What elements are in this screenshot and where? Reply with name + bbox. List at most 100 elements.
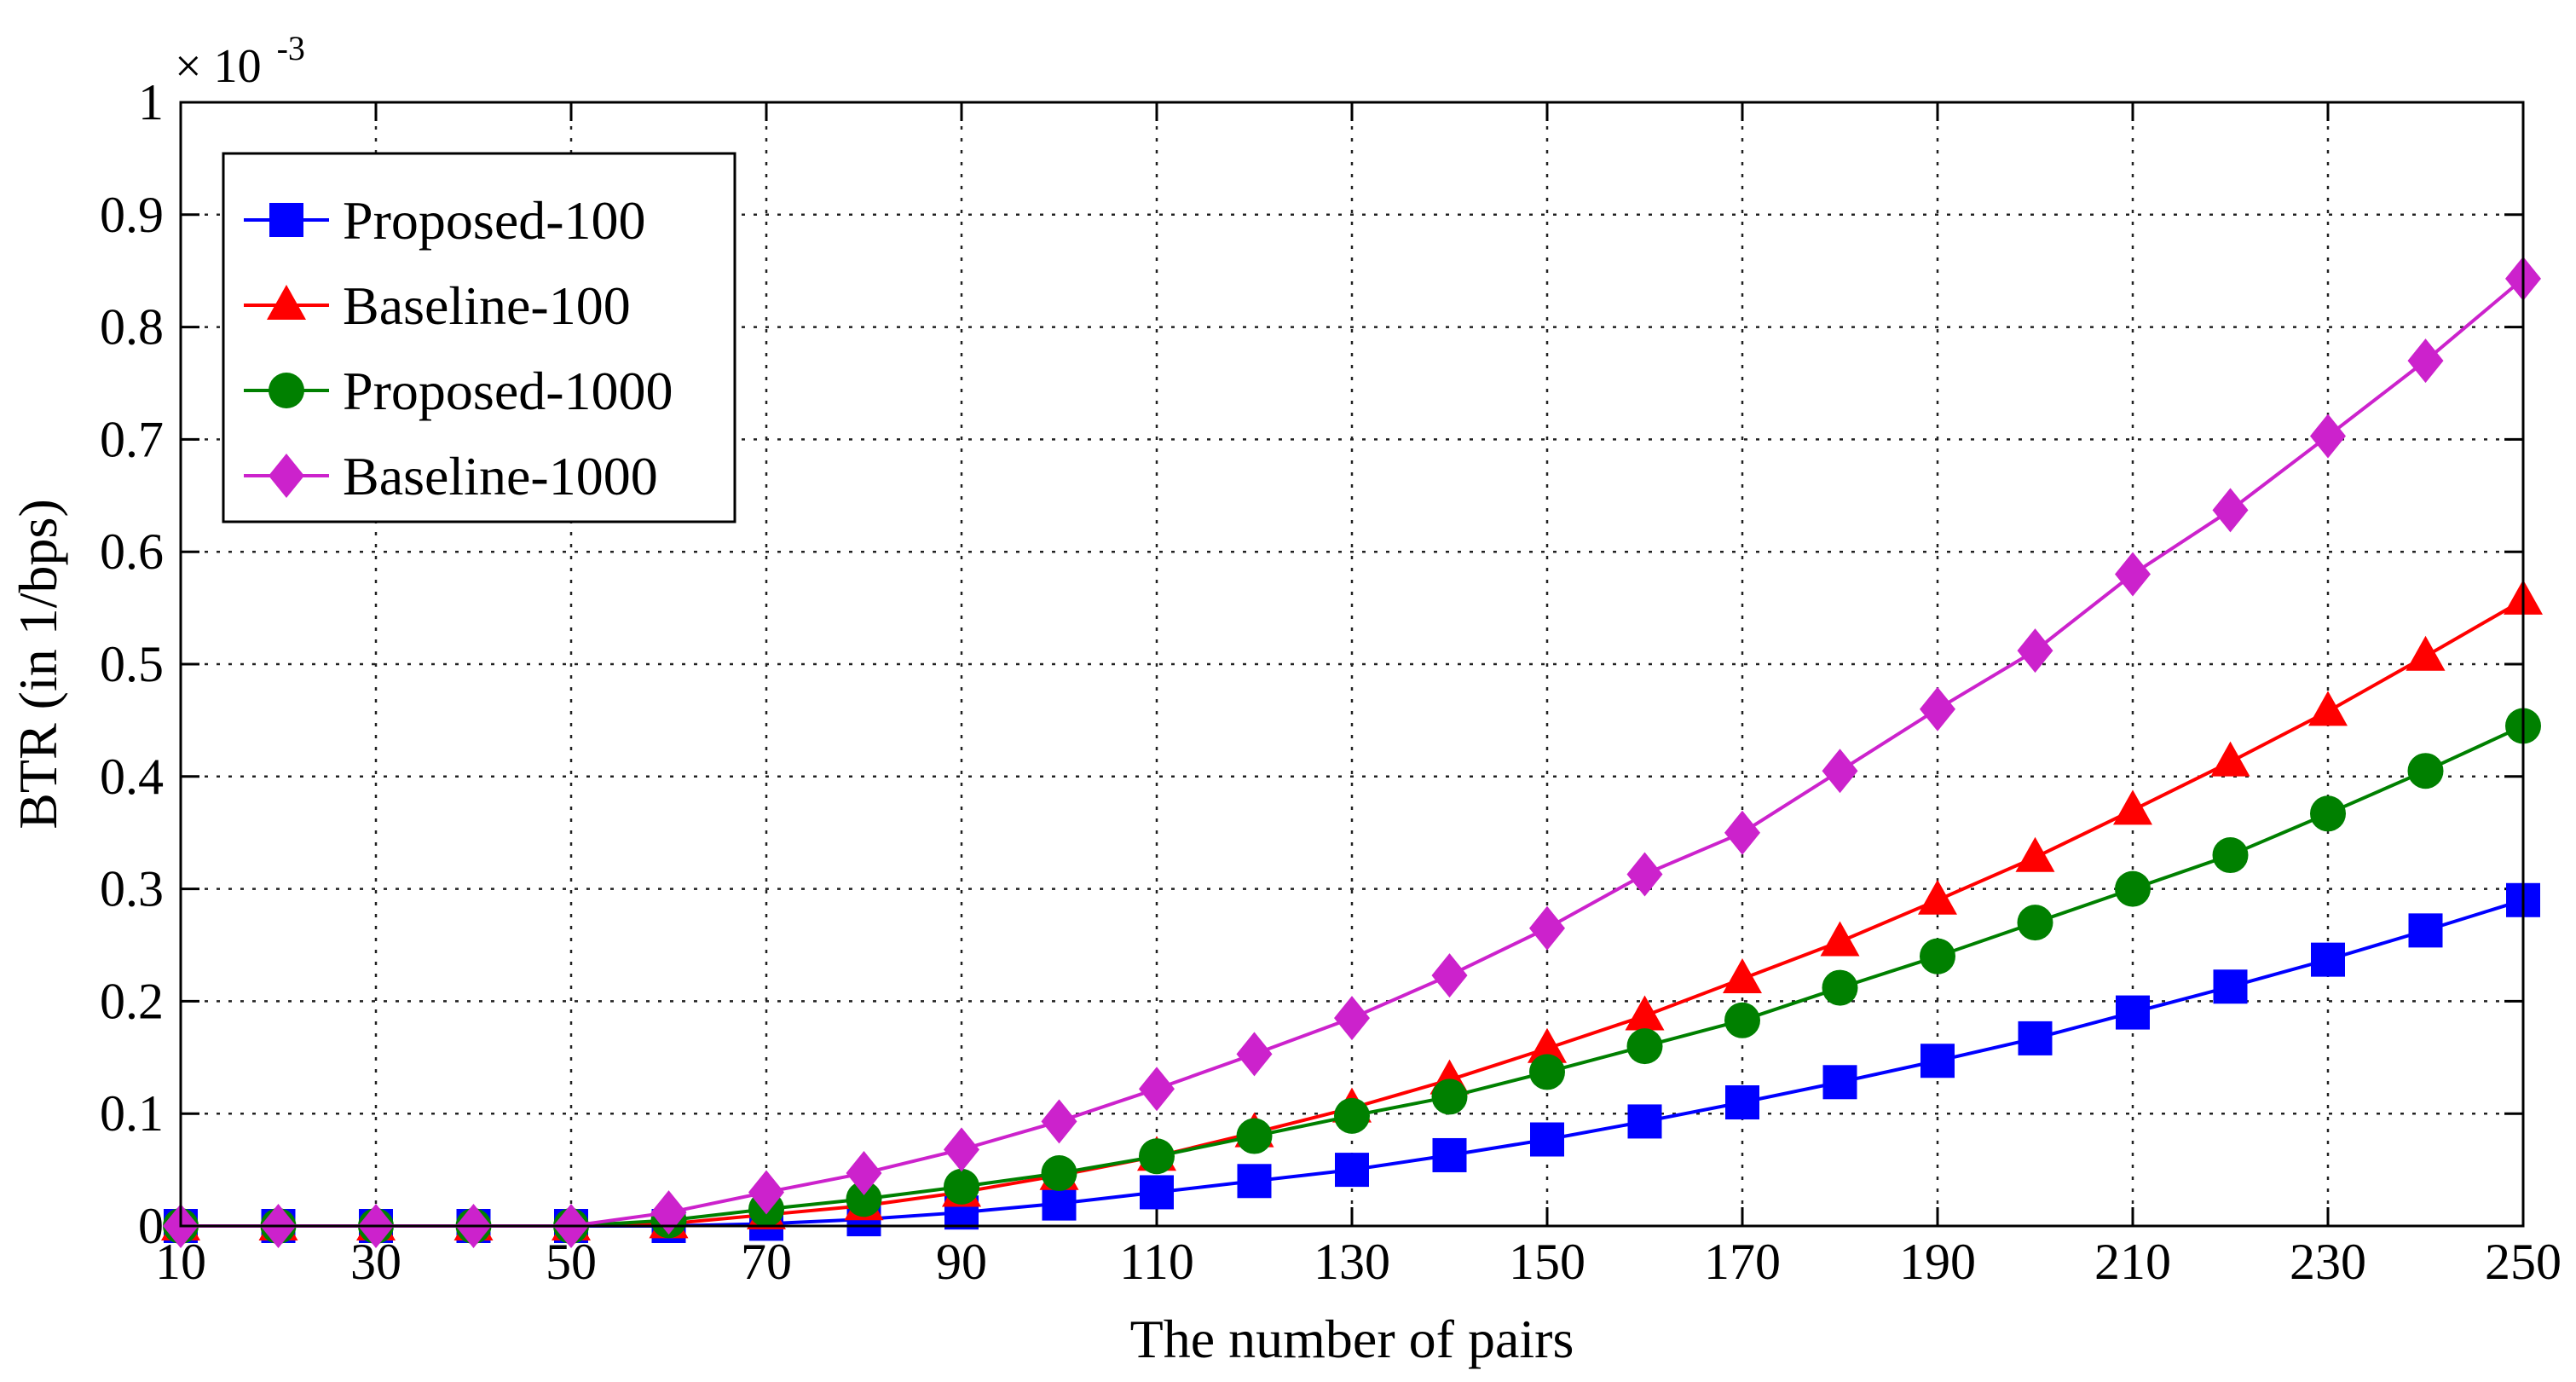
- x-tick-label: 50: [546, 1234, 597, 1290]
- data-point: [1530, 1122, 1564, 1157]
- legend-label: Proposed-1000: [343, 361, 673, 421]
- data-point: [1335, 1153, 1369, 1188]
- data-point: [1139, 1138, 1175, 1175]
- data-point: [1236, 1032, 1273, 1077]
- data-point: [748, 1170, 784, 1215]
- data-point: [2115, 870, 2151, 907]
- data-point: [2311, 942, 2345, 977]
- y-tick-label: 0.7: [100, 411, 164, 467]
- data-point: [2408, 913, 2443, 948]
- data-point: [1725, 1085, 1759, 1120]
- x-axis-label: The number of pairs: [1130, 1309, 1574, 1369]
- data-point: [1625, 995, 1665, 1031]
- plot-frame: [179, 101, 2525, 1228]
- y-tick-label: 0.4: [100, 749, 164, 805]
- data-point: [2015, 836, 2055, 872]
- data-point: [1236, 1118, 1273, 1154]
- data-point: [1920, 1044, 1955, 1078]
- data-point: [944, 1168, 979, 1205]
- data-point: [1920, 938, 1955, 974]
- data-point: [1724, 1002, 1760, 1038]
- legend-marker: [267, 285, 306, 320]
- y-tick-label: 0: [138, 1198, 164, 1254]
- legend-item: Proposed-1000: [244, 361, 673, 421]
- data-point: [1140, 1175, 1174, 1210]
- data-point: [2115, 552, 2151, 597]
- x-tick-label: 170: [1704, 1234, 1781, 1290]
- data-point: [1822, 969, 1858, 1006]
- data-point: [1042, 1186, 1077, 1221]
- data-point: [2407, 753, 2444, 789]
- x-tick-label: 150: [1509, 1234, 1585, 1290]
- tick-labels: 10 30 50 70 90 110 130 150 170 190 210 230 250 0 0.1 0.…: [100, 74, 2562, 1290]
- legend-label: Baseline-100: [343, 275, 631, 336]
- data-point: [1918, 879, 1957, 915]
- y-tick-label: 0.6: [100, 523, 164, 580]
- y-tick-label: 0.8: [100, 299, 164, 356]
- x-tick-label: 10: [155, 1234, 206, 1290]
- x-tick-label: 110: [1119, 1234, 1194, 1290]
- data-point: [2017, 905, 2053, 941]
- data-point: [2212, 837, 2249, 874]
- data-point: [2310, 413, 2346, 459]
- y-axis-multiplier: × 10 -3: [175, 29, 305, 93]
- data-point: [2113, 789, 2152, 825]
- data-point: [846, 1181, 882, 1217]
- data-point: [1334, 996, 1370, 1041]
- data-point: [1820, 921, 1860, 957]
- data-point: [1724, 810, 1760, 855]
- data-point: [1334, 1097, 1370, 1134]
- y-axis-multiplier-base: × 10: [175, 40, 262, 93]
- data-point: [1529, 1054, 1565, 1090]
- legend-label: Proposed-100: [343, 190, 646, 251]
- data-point: [1920, 686, 1955, 731]
- data-point: [2310, 795, 2346, 832]
- y-tick-label: 0.2: [100, 973, 164, 1029]
- data-point: [2406, 635, 2446, 671]
- legend-item: Baseline-100: [244, 275, 631, 336]
- legend-item: Baseline-1000: [244, 446, 658, 506]
- x-tick-label: 210: [2094, 1234, 2171, 1290]
- y-tick-label: 0.9: [100, 187, 164, 243]
- data-point: [1432, 1137, 1467, 1172]
- data-point: [1431, 1078, 1468, 1115]
- y-axis-label: BTR (in 1/bps): [8, 499, 68, 830]
- y-tick-label: 0.3: [100, 861, 164, 917]
- legend-item: Proposed-100: [244, 190, 646, 251]
- legend-marker: [269, 454, 304, 498]
- data-point: [1528, 1027, 1567, 1063]
- y-axis-multiplier-exponent: -3: [277, 29, 305, 67]
- data-point: [2213, 969, 2248, 1004]
- data-series: [161, 256, 2543, 1248]
- x-tick-label: 30: [350, 1234, 401, 1290]
- y-tick-label: 1: [138, 74, 164, 130]
- x-tick-label: 230: [2290, 1234, 2366, 1290]
- data-point: [1529, 905, 1565, 951]
- data-point: [1431, 953, 1468, 998]
- data-point: [846, 1151, 882, 1196]
- y-tick-label: 0.1: [100, 1085, 164, 1142]
- legend-marker: [269, 373, 304, 408]
- x-tick-label: 130: [1314, 1234, 1390, 1290]
- data-point: [944, 1127, 979, 1172]
- data-point: [2407, 338, 2444, 384]
- x-tick-label: 70: [741, 1234, 792, 1290]
- data-point: [2308, 691, 2348, 726]
- x-tick-label: 190: [1899, 1234, 1976, 1290]
- data-point: [2018, 1021, 2053, 1055]
- data-point: [2212, 488, 2249, 533]
- data-point: [650, 1190, 687, 1235]
- x-tick-label: 90: [936, 1234, 987, 1290]
- data-point: [1723, 958, 1762, 994]
- legend: Proposed-100 Baseline-100 Proposed-1000 Bas…: [222, 152, 736, 523]
- data-point: [1139, 1067, 1175, 1112]
- y-tick-label: 0.5: [100, 636, 164, 692]
- x-tick-label: 250: [2485, 1234, 2562, 1290]
- data-point: [1822, 1065, 1857, 1100]
- data-point: [1237, 1164, 1272, 1199]
- legend-box: [222, 152, 736, 523]
- data-point: [1822, 749, 1858, 794]
- data-point: [2116, 995, 2150, 1030]
